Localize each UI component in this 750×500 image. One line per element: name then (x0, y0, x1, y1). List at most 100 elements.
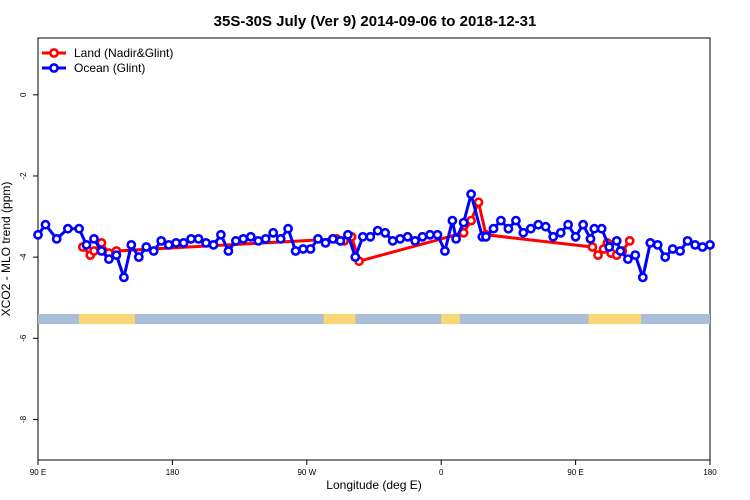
data-point (645, 237, 656, 248)
land-segment (79, 313, 136, 325)
data-point (611, 235, 622, 246)
data-point (119, 272, 129, 283)
data-point (89, 246, 99, 256)
y-tick-label: -6 (19, 334, 28, 342)
data-point (533, 219, 544, 230)
data-point (238, 233, 249, 244)
data-point (320, 237, 331, 248)
data-point (682, 235, 693, 246)
data-point (585, 233, 596, 244)
data-point (402, 231, 413, 242)
land-sea-strip (38, 313, 710, 325)
x-tick-label: 0 (439, 468, 444, 477)
data-point (283, 223, 293, 234)
data-point (637, 272, 648, 283)
x-tick-label: 180 (703, 468, 717, 477)
y-tick-label: -2 (19, 172, 28, 180)
data-point (171, 237, 181, 248)
data-point (111, 250, 122, 260)
data-point (652, 239, 663, 250)
x-tick-label: 90 E (30, 468, 46, 477)
data-point (495, 215, 506, 226)
data-point (230, 235, 241, 246)
data-point (518, 227, 529, 238)
data-point (540, 221, 551, 232)
y-tick-label: 0 (19, 92, 28, 97)
data-point (178, 237, 189, 248)
data-point (275, 233, 286, 244)
data-point (126, 239, 137, 250)
data-point (697, 242, 708, 252)
data-point (511, 215, 521, 226)
data-point (395, 233, 405, 244)
data-point (624, 235, 635, 246)
data-point (458, 217, 469, 228)
data-point (563, 219, 573, 230)
data-point (410, 235, 420, 246)
data-point (555, 227, 566, 238)
data-point (447, 215, 458, 226)
data-point (596, 223, 607, 234)
data-point (40, 219, 51, 230)
data-point (481, 231, 491, 242)
data-point (327, 233, 338, 244)
data-point (380, 227, 391, 238)
data-point (51, 233, 62, 244)
data-point (503, 223, 514, 234)
data-point (335, 235, 346, 246)
land-segment (323, 313, 356, 325)
data-point (268, 227, 279, 238)
data-point (141, 242, 152, 252)
data-point (260, 233, 271, 244)
data-point (705, 239, 715, 250)
data-point (215, 229, 226, 240)
data-point (660, 252, 671, 262)
data-point (245, 231, 256, 242)
data-point (578, 219, 588, 230)
y-tick-label: -4 (19, 253, 28, 261)
data-point (417, 231, 428, 242)
data-point (630, 250, 641, 260)
x-tick-label: 90 W (297, 468, 316, 477)
data-point (350, 252, 361, 262)
x-axis: 90 E 180 90 W 0 90 E 180 (30, 460, 717, 477)
chart-title: 35S-30S July (Ver 9) 2014-09-06 to 2018-… (214, 13, 537, 30)
data-point (667, 244, 678, 254)
data-point (451, 233, 461, 244)
y-axis: 0 -2 -4 -6 -8 (19, 92, 38, 423)
data-point (193, 233, 204, 244)
land-segment (441, 313, 460, 325)
data-point (163, 239, 174, 250)
data-point (623, 254, 633, 264)
legend-marker (49, 63, 59, 73)
data-point (313, 233, 323, 244)
y-tick-label: -8 (19, 415, 28, 423)
data-point (587, 242, 598, 252)
y-axis-label: XCO2 - MLO trend (ppm) (0, 182, 13, 317)
data-point (593, 250, 603, 260)
data-point (365, 231, 376, 242)
data-point (223, 246, 234, 256)
data-point (570, 231, 581, 242)
data-point (133, 252, 144, 262)
sea-strip (38, 313, 710, 325)
data-point (548, 231, 559, 242)
legend-marker (49, 48, 59, 58)
data-point (342, 229, 353, 240)
data-point (104, 254, 114, 264)
data-point (425, 229, 435, 240)
legend-label: Ocean (Glint) (74, 61, 145, 75)
data-point (525, 223, 536, 234)
data-point (357, 231, 368, 242)
data-point (74, 223, 84, 234)
legend: Land (Nadir&Glint)Ocean (Glint) (42, 46, 173, 75)
data-point (156, 235, 167, 246)
data-point (290, 246, 301, 256)
data-point (372, 225, 383, 236)
data-point (387, 235, 398, 246)
data-point (604, 242, 615, 252)
data-point (96, 246, 107, 256)
data-point (473, 197, 484, 208)
data-point (488, 223, 499, 234)
